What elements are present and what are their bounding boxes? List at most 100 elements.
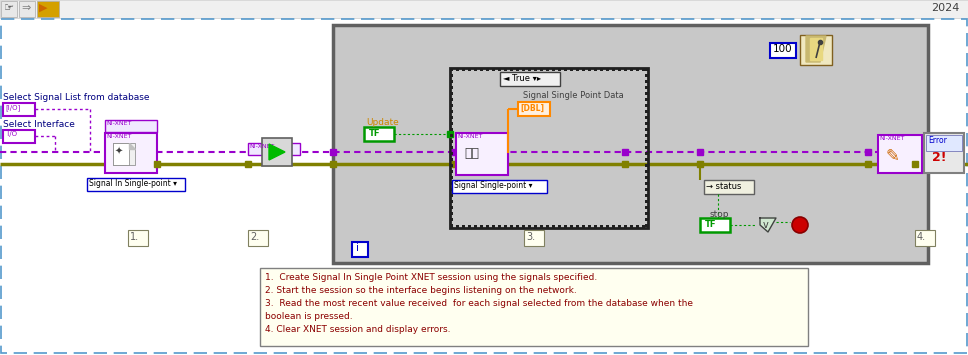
Bar: [504, 68, 507, 71]
Bar: [594, 68, 597, 71]
Bar: [37, 1, 59, 17]
Text: 3.  Read the most recent value received  for each signal selected from the datab: 3. Read the most recent value received f…: [265, 299, 693, 308]
Bar: [630, 68, 633, 71]
Bar: [364, 127, 394, 141]
Bar: [450, 188, 453, 191]
Bar: [510, 68, 513, 71]
Bar: [606, 225, 609, 228]
Bar: [486, 225, 489, 228]
Bar: [450, 104, 453, 107]
Bar: [618, 225, 621, 228]
Bar: [450, 110, 453, 113]
Bar: [450, 146, 453, 149]
Bar: [128, 230, 148, 246]
Bar: [492, 68, 495, 71]
Text: NI-XNET: NI-XNET: [457, 134, 482, 139]
Bar: [492, 225, 495, 228]
Bar: [558, 68, 561, 71]
Bar: [645, 104, 648, 107]
Bar: [600, 68, 603, 71]
Polygon shape: [806, 36, 826, 62]
Bar: [450, 218, 453, 221]
Bar: [522, 68, 525, 71]
Bar: [516, 225, 519, 228]
Bar: [450, 128, 453, 131]
Bar: [645, 116, 648, 119]
Bar: [642, 68, 645, 71]
Bar: [3, 103, 35, 116]
Bar: [456, 133, 508, 175]
Bar: [450, 176, 453, 179]
Text: Signal Single Point Data: Signal Single Point Data: [523, 91, 623, 100]
Bar: [645, 128, 648, 131]
Bar: [645, 86, 648, 89]
Polygon shape: [760, 218, 776, 232]
Bar: [468, 225, 471, 228]
Bar: [528, 225, 531, 228]
Bar: [474, 225, 477, 228]
Bar: [558, 225, 561, 228]
Bar: [462, 68, 465, 71]
Bar: [516, 68, 519, 71]
Text: 2024: 2024: [931, 3, 960, 13]
Bar: [105, 120, 157, 132]
Bar: [645, 152, 648, 155]
Bar: [582, 225, 585, 228]
Bar: [636, 225, 639, 228]
Text: 100: 100: [773, 44, 793, 54]
Text: ◄ True ▾▸: ◄ True ▾▸: [503, 74, 541, 83]
Text: ꙴꙴ: ꙴꙴ: [464, 147, 479, 160]
Bar: [518, 102, 550, 116]
Bar: [113, 143, 129, 165]
Bar: [645, 200, 648, 203]
Bar: [352, 242, 368, 257]
Bar: [462, 225, 465, 228]
Text: 2!: 2!: [932, 151, 947, 164]
Text: ✦: ✦: [115, 147, 123, 157]
Bar: [468, 68, 471, 71]
Text: boolean is pressed.: boolean is pressed.: [265, 312, 352, 321]
Bar: [456, 68, 459, 71]
Text: TF: TF: [369, 129, 380, 138]
Text: NI-XNET: NI-XNET: [249, 144, 274, 149]
Text: Select Interface: Select Interface: [3, 120, 75, 129]
Bar: [450, 158, 453, 161]
Text: 3.: 3.: [526, 232, 535, 242]
Bar: [456, 225, 459, 228]
Bar: [600, 225, 603, 228]
Text: TF: TF: [705, 220, 716, 229]
Bar: [262, 138, 292, 166]
Bar: [645, 98, 648, 101]
Text: 1.  Create Signal In Single Point XNET session using the signals specified.: 1. Create Signal In Single Point XNET se…: [265, 273, 597, 282]
Bar: [260, 268, 808, 346]
Bar: [450, 68, 648, 228]
Bar: [450, 74, 453, 77]
Bar: [588, 225, 591, 228]
Text: ☞: ☞: [4, 3, 14, 13]
Bar: [450, 98, 453, 101]
Bar: [498, 68, 501, 71]
Text: ▶: ▶: [39, 3, 47, 13]
Bar: [624, 68, 627, 71]
Bar: [645, 92, 648, 95]
Text: [I/O]: [I/O]: [5, 104, 20, 111]
Polygon shape: [810, 38, 822, 60]
Bar: [480, 68, 483, 71]
Bar: [645, 212, 648, 215]
Bar: [474, 68, 477, 71]
Bar: [630, 225, 633, 228]
Bar: [915, 230, 935, 246]
Bar: [450, 92, 453, 95]
Bar: [450, 224, 453, 227]
Text: 2. Start the session so the interface begins listening on the network.: 2. Start the session so the interface be…: [265, 286, 577, 295]
Bar: [645, 134, 648, 137]
Bar: [645, 206, 648, 209]
Text: Signal In Single-point ▾: Signal In Single-point ▾: [89, 179, 177, 188]
Bar: [552, 68, 555, 71]
Text: Update: Update: [366, 118, 399, 127]
Bar: [498, 225, 501, 228]
Bar: [510, 225, 513, 228]
Text: 2.: 2.: [250, 232, 259, 242]
Bar: [0, 0, 968, 18]
Text: stop: stop: [710, 210, 730, 219]
